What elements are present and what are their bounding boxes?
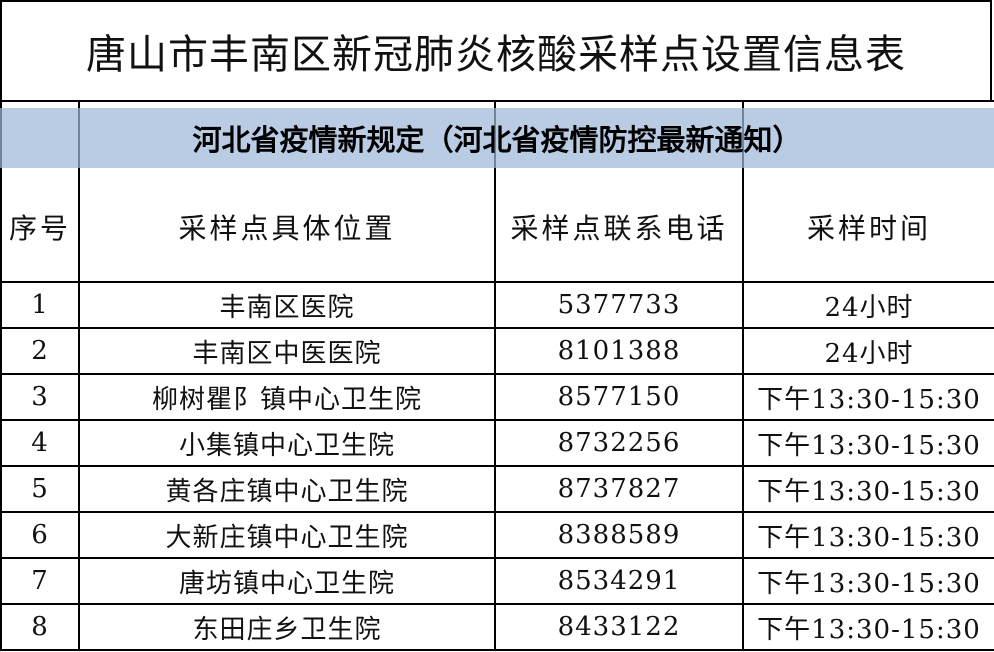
cell-phone: 5377733: [494, 281, 744, 329]
sampling-sites-table: 序号 采样点具体位置 采样点联系电话 采样时间 1 丰南区医院 5377733 24小…: [0, 100, 994, 651]
table-row: 4 小集镇中心卫生院 8732256 下午13:30-15:30: [0, 419, 994, 467]
cell-index: 2: [0, 327, 80, 375]
table-row: 7 唐坊镇中心卫生院 8534291 下午13:30-15:30: [0, 557, 994, 605]
table-row: 1 丰南区医院 5377733 24小时: [0, 281, 994, 329]
cell-phone: 8732256: [494, 419, 744, 467]
cell-location: 小集镇中心卫生院: [78, 419, 496, 467]
cell-index: 7: [0, 557, 80, 605]
cell-location: 柳树瞿阝镇中心卫生院: [78, 373, 496, 421]
cell-location: 黄各庄镇中心卫生院: [78, 465, 496, 513]
table-row: 2 丰南区中医医院 8101388 24小时: [0, 327, 994, 375]
cell-location: 大新庄镇中心卫生院: [78, 511, 496, 559]
cell-time: 下午13:30-15:30: [742, 557, 994, 605]
cell-index: 1: [0, 281, 80, 329]
table-title: 唐山市丰南区新冠肺炎核酸采样点设置信息表: [0, 0, 992, 100]
table-row: 5 黄各庄镇中心卫生院 8737827 下午13:30-15:30: [0, 465, 994, 513]
headline-text: 河北省疫情新规定（河北省疫情防控最新通知）: [192, 123, 802, 157]
cell-location: 丰南区医院: [78, 281, 496, 329]
table-row: 3 柳树瞿阝镇中心卫生院 8577150 下午13:30-15:30: [0, 373, 994, 421]
cell-location: 丰南区中医医院: [78, 327, 496, 375]
cell-index: 6: [0, 511, 80, 559]
table-row: 6 大新庄镇中心卫生院 8388589 下午13:30-15:30: [0, 511, 994, 559]
cell-phone: 8433122: [494, 603, 744, 651]
cell-phone: 8101388: [494, 327, 744, 375]
cell-index: 8: [0, 603, 80, 651]
cell-location: 唐坊镇中心卫生院: [78, 557, 496, 605]
cell-phone: 8388589: [494, 511, 744, 559]
cell-phone: 8737827: [494, 465, 744, 513]
cell-index: 4: [0, 419, 80, 467]
cell-time: 下午13:30-15:30: [742, 465, 994, 513]
cell-time: 下午13:30-15:30: [742, 511, 994, 559]
cell-phone: 8534291: [494, 557, 744, 605]
cell-time: 24小时: [742, 281, 994, 329]
cell-time: 下午13:30-15:30: [742, 603, 994, 651]
cell-time: 下午13:30-15:30: [742, 419, 994, 467]
table-row: 8 东田庄乡卫生院 8433122 下午13:30-15:30: [0, 603, 994, 651]
cell-phone: 8577150: [494, 373, 744, 421]
cell-index: 3: [0, 373, 80, 421]
cell-index: 5: [0, 465, 80, 513]
cell-time: 24小时: [742, 327, 994, 375]
headline-banner: 河北省疫情新规定（河北省疫情防控最新通知）: [0, 108, 994, 168]
cell-location: 东田庄乡卫生院: [78, 603, 496, 651]
cell-time: 下午13:30-15:30: [742, 373, 994, 421]
